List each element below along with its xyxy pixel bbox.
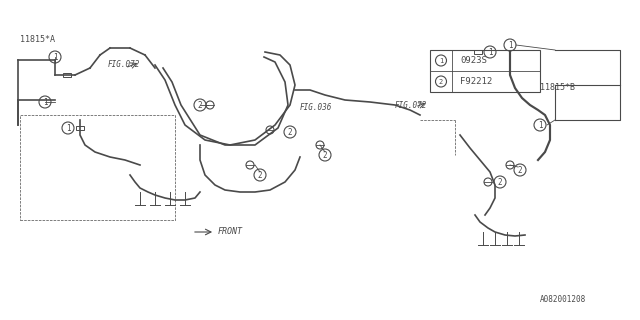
Text: FRONT: FRONT	[218, 228, 243, 236]
Text: 1: 1	[538, 121, 542, 130]
Text: 1: 1	[508, 41, 512, 50]
Text: 1: 1	[488, 47, 492, 57]
Text: 2: 2	[258, 171, 262, 180]
Text: 2: 2	[498, 178, 502, 187]
Text: 2: 2	[323, 150, 327, 159]
Text: 1: 1	[43, 98, 47, 107]
Text: FIG.036: FIG.036	[300, 103, 332, 112]
Text: 2: 2	[518, 165, 522, 174]
Text: 1: 1	[66, 124, 70, 132]
Text: 2: 2	[288, 127, 292, 137]
Text: A082001208: A082001208	[540, 295, 586, 304]
Text: F92212: F92212	[460, 77, 492, 86]
Text: 2: 2	[439, 78, 443, 84]
Text: 0923S: 0923S	[460, 56, 487, 65]
Text: 1: 1	[52, 52, 58, 61]
Bar	[63, 73, 71, 77]
Bar	[474, 50, 482, 54]
Text: FIG.072: FIG.072	[395, 101, 428, 110]
Bar	[76, 126, 84, 130]
Text: 2: 2	[198, 100, 202, 109]
Text: 11815*B: 11815*B	[540, 83, 575, 92]
Text: FIG.072: FIG.072	[108, 60, 140, 69]
Text: 11815*A: 11815*A	[20, 35, 55, 44]
Text: 1: 1	[439, 58, 443, 63]
